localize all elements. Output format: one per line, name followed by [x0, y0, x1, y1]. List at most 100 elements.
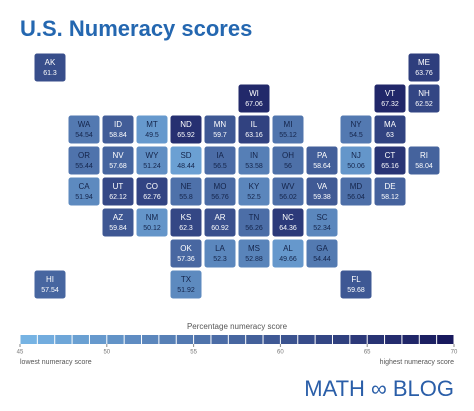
state-value: 60.92	[211, 225, 229, 232]
state-value: 50.06	[347, 163, 365, 170]
legend-tick-label: 45	[17, 350, 24, 356]
legend-tick-label: 65	[364, 350, 371, 356]
state-tile	[135, 145, 169, 176]
state-value: 51.24	[143, 163, 161, 170]
legend-swatch	[176, 335, 194, 344]
legend-swatch	[211, 335, 228, 344]
state-value: 56	[284, 163, 292, 170]
state-tile	[135, 176, 169, 207]
state-value: 58.04	[415, 163, 433, 170]
state-tile	[237, 207, 271, 238]
legend-swatch	[89, 335, 107, 344]
legend-swatch	[385, 335, 402, 344]
state-tile	[33, 52, 67, 83]
state-abbr: OH	[282, 151, 294, 160]
state-tile	[373, 114, 407, 145]
state-tile	[271, 238, 305, 269]
state-abbr: SC	[316, 213, 327, 222]
state-abbr: ME	[418, 58, 430, 67]
legend-swatch	[55, 335, 72, 344]
legend-swatch	[350, 335, 367, 344]
state-abbr: CA	[78, 182, 90, 191]
state-tile	[305, 145, 339, 176]
state-value: 57.54	[41, 287, 59, 294]
state-tile	[237, 114, 271, 145]
state-tile	[135, 114, 169, 145]
state-abbr: CO	[146, 182, 158, 191]
state-value: 59.7	[213, 132, 227, 139]
state-abbr: TN	[249, 213, 260, 222]
state-tile	[169, 269, 203, 300]
state-tile	[271, 176, 305, 207]
legend-swatch	[228, 335, 246, 344]
state-tile	[203, 238, 237, 269]
state-abbr: AR	[214, 213, 225, 222]
legend-low-label: lowest numeracy score	[20, 359, 92, 366]
state-abbr: WV	[282, 182, 296, 191]
legend-swatch	[367, 335, 385, 344]
state-abbr: DE	[384, 182, 395, 191]
state-tile	[203, 176, 237, 207]
state-value: 58.64	[313, 163, 331, 170]
state-abbr: KY	[249, 182, 260, 191]
state-abbr: OR	[78, 151, 90, 160]
legend-swatch	[419, 335, 437, 344]
legend-swatch	[20, 335, 37, 344]
legend-swatch	[332, 335, 350, 344]
state-tile	[271, 114, 305, 145]
state-tile	[169, 176, 203, 207]
state-value: 49.5	[145, 132, 159, 139]
state-tile	[305, 176, 339, 207]
state-tile	[169, 207, 203, 238]
state-abbr: ID	[114, 120, 122, 129]
legend-swatch	[124, 335, 142, 344]
state-abbr: NH	[418, 89, 430, 98]
state-tile	[169, 145, 203, 176]
title: U.S. Numeracy scores	[20, 16, 252, 41]
state-tile	[67, 176, 101, 207]
state-value: 62.3	[179, 225, 193, 232]
state-value: 63.76	[415, 70, 433, 77]
state-tile	[203, 114, 237, 145]
state-tile	[271, 207, 305, 238]
state-value: 56.04	[347, 194, 365, 201]
state-value: 54.54	[75, 132, 93, 139]
state-tile	[373, 176, 407, 207]
state-abbr: IL	[251, 120, 258, 129]
state-value: 57.68	[109, 163, 127, 170]
state-tile	[373, 83, 407, 114]
state-value: 55.12	[279, 132, 297, 139]
state-tile	[237, 83, 271, 114]
state-abbr: HI	[46, 275, 54, 284]
state-tile	[271, 145, 305, 176]
state-abbr: NV	[112, 151, 124, 160]
state-value: 65.16	[381, 163, 399, 170]
state-value: 52.3	[213, 256, 227, 263]
state-tile	[305, 207, 339, 238]
legend-tick-label: 70	[451, 350, 458, 356]
state-value: 50.12	[143, 225, 161, 232]
state-tile	[237, 176, 271, 207]
state-abbr: MD	[350, 182, 363, 191]
legend-swatch	[263, 335, 280, 344]
state-abbr: NJ	[351, 151, 361, 160]
state-tile	[339, 269, 373, 300]
state-tile	[339, 145, 373, 176]
state-abbr: AK	[45, 58, 56, 67]
legend-swatch	[402, 335, 419, 344]
state-value: 67.06	[245, 101, 263, 108]
state-abbr: MI	[284, 120, 293, 129]
state-abbr: AZ	[113, 213, 123, 222]
legend-swatch	[142, 335, 159, 344]
state-abbr: VA	[317, 182, 328, 191]
state-value: 65.92	[177, 132, 195, 139]
state-value: 56.5	[213, 163, 227, 170]
state-value: 52.34	[313, 225, 331, 232]
state-value: 58.84	[109, 132, 127, 139]
state-abbr: WY	[146, 151, 160, 160]
legend-tick-label: 60	[277, 350, 284, 356]
legend-swatch	[280, 335, 298, 344]
state-abbr: MN	[214, 120, 227, 129]
state-abbr: FL	[351, 275, 361, 284]
state-abbr: OK	[180, 244, 192, 253]
